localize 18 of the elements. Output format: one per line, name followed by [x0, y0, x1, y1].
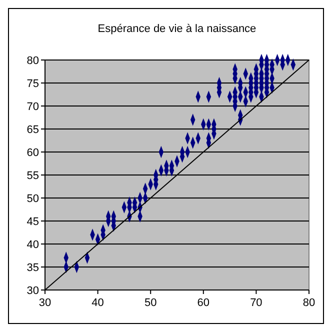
x-tick-label: 60 — [197, 297, 210, 309]
y-tick-label: 50 — [26, 193, 39, 205]
y-tick-label: 60 — [26, 147, 39, 159]
y-tick-label: 65 — [26, 124, 39, 136]
chart-title: Espérance de vie à la naissance — [98, 23, 256, 35]
y-tick-label: 55 — [26, 170, 39, 182]
y-tick-label: 70 — [26, 101, 39, 113]
y-tick-label: 30 — [26, 285, 39, 297]
x-tick-label: 50 — [144, 297, 157, 309]
x-tick-label: 40 — [92, 297, 104, 309]
x-tick-label: 30 — [38, 297, 52, 309]
y-tick-label: 40 — [26, 239, 39, 251]
y-tick-label: 35 — [26, 262, 39, 274]
y-tick-label: 45 — [26, 216, 39, 228]
x-tick-label: 70 — [250, 297, 262, 309]
x-tick-label: 80 — [302, 297, 316, 309]
y-tick-label: 75 — [26, 78, 39, 90]
y-tick-label: 80 — [26, 55, 39, 67]
